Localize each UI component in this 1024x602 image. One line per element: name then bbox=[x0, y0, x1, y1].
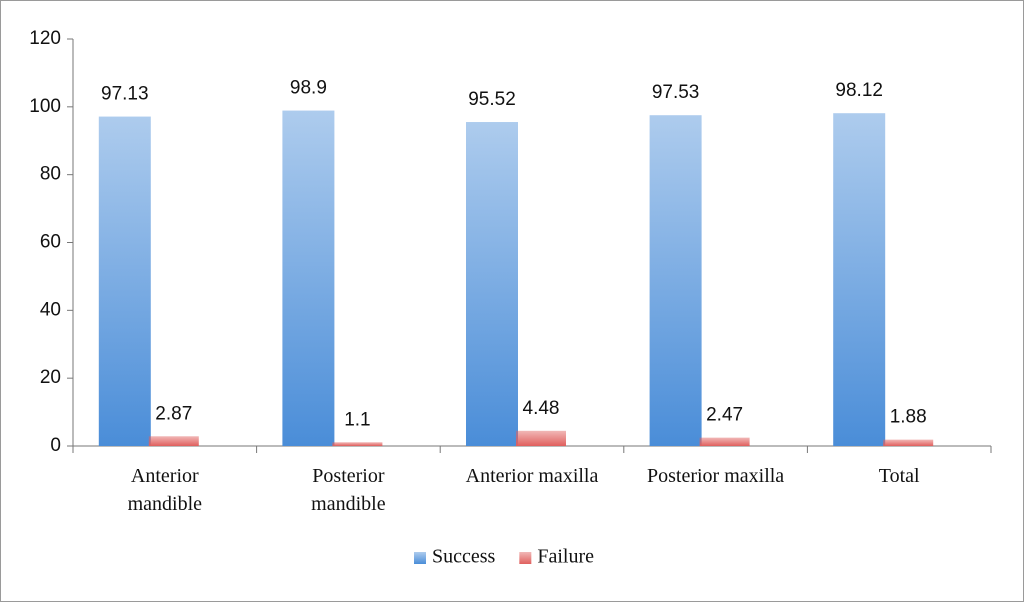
y-tick-label: 60 bbox=[40, 232, 61, 253]
y-tick-label: 20 bbox=[40, 367, 61, 388]
value-label: 1.88 bbox=[890, 407, 927, 428]
value-label: 98.9 bbox=[290, 78, 327, 99]
legend-swatch bbox=[414, 552, 426, 564]
bar bbox=[332, 442, 383, 446]
value-label: 4.48 bbox=[523, 398, 560, 419]
y-tick-label: 100 bbox=[29, 96, 61, 117]
value-label: 95.52 bbox=[468, 89, 516, 110]
y-tick-label: 0 bbox=[50, 435, 61, 456]
value-label: 97.53 bbox=[652, 82, 700, 103]
x-tick-label: Anterior maxilla bbox=[465, 465, 599, 487]
bar bbox=[282, 110, 335, 447]
value-label: 1.1 bbox=[344, 409, 370, 430]
value-label: 2.87 bbox=[155, 403, 192, 424]
bar bbox=[516, 430, 566, 446]
bar bbox=[833, 113, 886, 447]
bar bbox=[883, 439, 934, 446]
legend-label: Failure bbox=[537, 546, 594, 568]
legend-label: Success bbox=[432, 546, 496, 568]
y-tick-label: 120 bbox=[29, 28, 61, 49]
y-tick-label: 80 bbox=[40, 164, 61, 185]
y-tick-label: 40 bbox=[40, 299, 61, 320]
bar bbox=[148, 436, 199, 446]
x-tick-label: Total bbox=[878, 465, 920, 487]
x-tick-label: Anterior mandible bbox=[127, 465, 203, 515]
x-tick-label: Posterior mandible bbox=[311, 465, 386, 515]
bar bbox=[699, 437, 750, 446]
legend-swatch bbox=[519, 552, 532, 564]
value-label: 98.12 bbox=[835, 80, 883, 101]
bar bbox=[98, 116, 151, 446]
bar bbox=[466, 122, 518, 446]
bar bbox=[649, 115, 702, 446]
value-label: 2.47 bbox=[706, 405, 743, 426]
x-tick-label: Posterior maxilla bbox=[646, 465, 785, 487]
value-label: 97.13 bbox=[101, 84, 149, 105]
